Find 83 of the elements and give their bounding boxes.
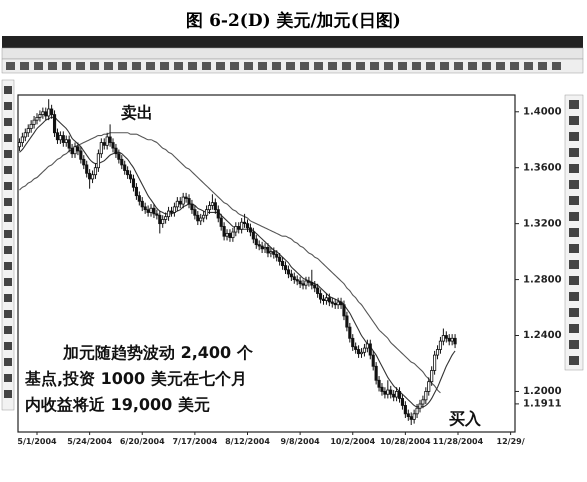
candlestick: [30, 120, 33, 134]
candlestick: [330, 297, 334, 308]
candlestick: [284, 260, 288, 274]
candlestick: [281, 256, 284, 270]
candlestick: [298, 276, 302, 288]
candlestick: [310, 269, 314, 290]
candlestick: [304, 276, 308, 290]
candlestick: [166, 206, 170, 222]
candlestick: [152, 204, 156, 219]
x-tick-label: 10/28/2004: [380, 437, 431, 446]
candlestick: [336, 297, 340, 310]
candlestick: [243, 213, 246, 228]
y-tick-label: 1.3200: [523, 218, 562, 230]
candlestick: [237, 222, 240, 234]
candlestick: [199, 213, 202, 226]
x-tick-label: 12/29/: [496, 437, 525, 446]
candlestick: [26, 124, 30, 138]
candlestick: [328, 293, 331, 307]
x-tick-label: 5/1/2004: [17, 437, 58, 446]
candlestick: [290, 269, 293, 282]
candlestick: [392, 390, 396, 402]
candlestick: [360, 348, 364, 358]
candlestick: [47, 98, 50, 121]
candlestick: [334, 298, 337, 310]
candlestick: [296, 274, 299, 286]
candlestick: [146, 204, 150, 218]
candlestick: [266, 242, 270, 258]
candlestick: [448, 334, 451, 346]
candlestick: [73, 142, 77, 158]
candlestick: [278, 252, 282, 266]
candlestick: [182, 192, 185, 209]
y-tick-label: 1.2400: [523, 330, 562, 342]
candlestick: [158, 210, 162, 234]
candlestick: [395, 386, 398, 402]
candlestick: [272, 246, 276, 260]
x-tick-label: 6/20/2004: [120, 437, 166, 446]
annotation: 内收益将近 19,000 美元: [25, 395, 210, 414]
x-tick-label: 5/24/2004: [67, 437, 112, 446]
x-tick-label: 10/2/2004: [330, 437, 376, 446]
candlestick: [225, 228, 229, 241]
candlestick: [301, 279, 305, 290]
y-tick-label: 1.4000: [523, 106, 562, 118]
x-tick-label: 8/12/2004: [225, 437, 270, 446]
candlestick: [38, 110, 42, 122]
candlestick: [263, 242, 267, 254]
chart-title: 图 6-2(D) 美元/加元(日图): [186, 11, 401, 31]
candlestick: [410, 412, 413, 426]
annotation: 卖出: [121, 103, 153, 122]
y-tick-label: 1.1911: [523, 398, 562, 410]
x-tick-label: 7/17/2004: [172, 437, 218, 446]
candlestick: [324, 293, 328, 306]
candlestick: [32, 115, 36, 130]
candlestick: [383, 386, 386, 399]
candlestick: [178, 196, 182, 209]
candlestick: [228, 228, 232, 242]
candlestick: [362, 343, 366, 357]
candlestick: [275, 250, 278, 262]
y-tick-label: 1.3600: [523, 162, 562, 174]
candlestick: [35, 112, 39, 125]
candlestick: [389, 385, 392, 399]
candlestick: [210, 194, 214, 210]
y-tick-label: 1.2000: [523, 386, 562, 398]
y-tick-label: 1.2800: [523, 274, 562, 286]
candlestick: [450, 334, 454, 346]
x-tick-label: 11/28/2004: [432, 437, 484, 446]
annotation: 买入: [449, 409, 482, 428]
annotation: 加元随趋势波动 2,400 个: [62, 343, 254, 362]
candlestick: [260, 241, 264, 254]
candlestick: [292, 272, 296, 284]
candlestick: [357, 344, 360, 358]
candlestick: [20, 132, 24, 148]
candlestick: [454, 334, 457, 349]
candlestick: [62, 130, 65, 148]
candlestick: [286, 265, 290, 279]
candlestick: [170, 206, 174, 218]
candlestick: [269, 246, 272, 258]
candlestick: [444, 330, 448, 344]
annotation: 基点,投资 1000 美元在七个月: [24, 369, 247, 388]
candlestick: [149, 204, 153, 218]
candlestick: [64, 135, 68, 148]
candlestick: [240, 218, 244, 234]
candlestick: [205, 204, 208, 220]
x-tick-label: 9/8/2004: [280, 437, 320, 446]
